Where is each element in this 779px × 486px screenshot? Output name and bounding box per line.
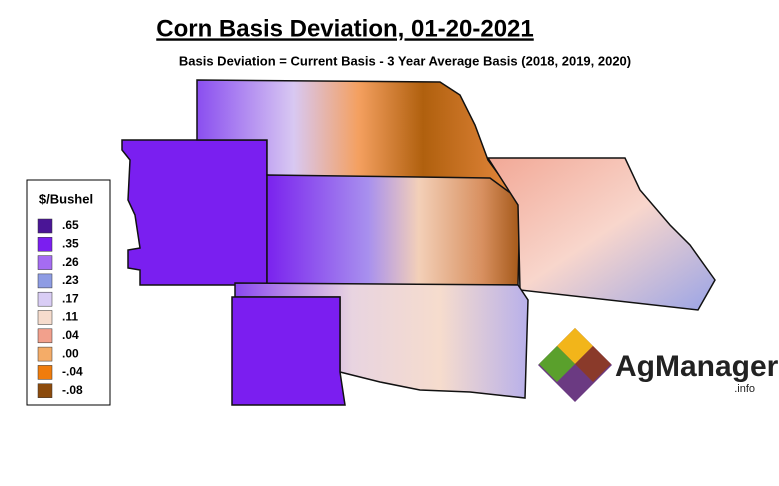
legend-swatch [37,291,53,307]
region-texas [231,296,346,406]
legend-swatch [37,273,53,289]
legend-swatch [37,237,53,252]
region-missouri [486,157,716,311]
legend-swatch [37,346,53,362]
logo-name: AgManager [615,350,779,383]
legend: .65 .35 .26 .23 .17 .11 .04 .00 -.04 -.08 [37,218,83,398]
legend-label: -.04 [62,365,83,379]
title: Corn Basis Deviation, 01-20-2021 [156,15,534,42]
logo: AgManager .info [538,328,779,402]
legend-label: .17 [62,291,79,305]
subtitle: Basis Deviation = Current Basis - 3 Year… [179,53,631,68]
map [121,79,716,406]
legend-swatch [37,255,53,270]
legend-swatch [37,218,53,234]
legend-label: .23 [62,273,79,287]
legend-label: -.08 [62,383,83,397]
legend-swatch [37,310,53,325]
legend-swatch [37,383,53,398]
region-colorado [121,139,268,286]
legend-swatch [37,365,53,380]
logo-suffix: .info [734,383,755,395]
legend-label: .11 [62,310,78,324]
legend-title: $/Bushel [39,191,93,206]
legend-label: .26 [62,255,79,269]
legend-label: .65 [62,218,79,232]
legend-label: .00 [62,346,79,360]
legend-label: .04 [62,328,79,342]
region-kansas [266,174,521,286]
legend-label: .35 [62,236,79,250]
legend-swatch [37,328,53,344]
